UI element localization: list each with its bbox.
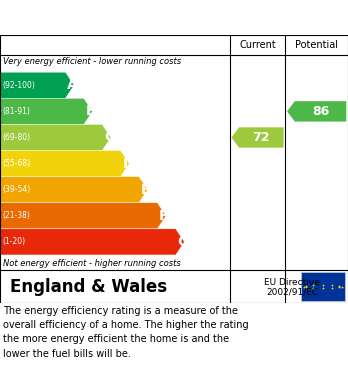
Text: EU Directive: EU Directive — [264, 278, 320, 287]
Text: G: G — [177, 235, 189, 249]
Text: Current: Current — [239, 40, 276, 50]
Text: Very energy efficient - lower running costs: Very energy efficient - lower running co… — [3, 57, 182, 66]
Text: Potential: Potential — [295, 40, 338, 50]
Text: D: D — [122, 156, 134, 170]
FancyBboxPatch shape — [301, 272, 345, 301]
Polygon shape — [287, 101, 346, 122]
Polygon shape — [231, 127, 284, 148]
Text: England & Wales: England & Wales — [10, 278, 168, 296]
Text: B: B — [86, 104, 96, 118]
Text: A: A — [67, 78, 78, 92]
Text: (55-68): (55-68) — [3, 159, 31, 168]
Text: 72: 72 — [253, 131, 270, 144]
Text: (69-80): (69-80) — [3, 133, 31, 142]
Polygon shape — [0, 177, 148, 203]
Polygon shape — [0, 98, 93, 124]
Text: C: C — [104, 131, 114, 144]
Text: 2002/91/EC: 2002/91/EC — [266, 288, 318, 297]
Text: E: E — [141, 183, 150, 197]
Text: (81-91): (81-91) — [3, 107, 31, 116]
Text: 86: 86 — [312, 105, 329, 118]
Polygon shape — [0, 203, 166, 229]
Text: F: F — [159, 209, 168, 223]
Polygon shape — [0, 229, 184, 255]
Text: (92-100): (92-100) — [3, 81, 35, 90]
Text: (1-20): (1-20) — [3, 237, 26, 246]
Text: The energy efficiency rating is a measure of the
overall efficiency of a home. T: The energy efficiency rating is a measur… — [3, 306, 249, 359]
Polygon shape — [0, 72, 74, 98]
Text: Energy Efficiency Rating: Energy Efficiency Rating — [10, 11, 220, 27]
Text: (21-38): (21-38) — [3, 211, 31, 220]
Text: Not energy efficient - higher running costs: Not energy efficient - higher running co… — [3, 259, 181, 268]
Polygon shape — [0, 151, 129, 177]
Text: (39-54): (39-54) — [3, 185, 31, 194]
Polygon shape — [0, 124, 111, 151]
